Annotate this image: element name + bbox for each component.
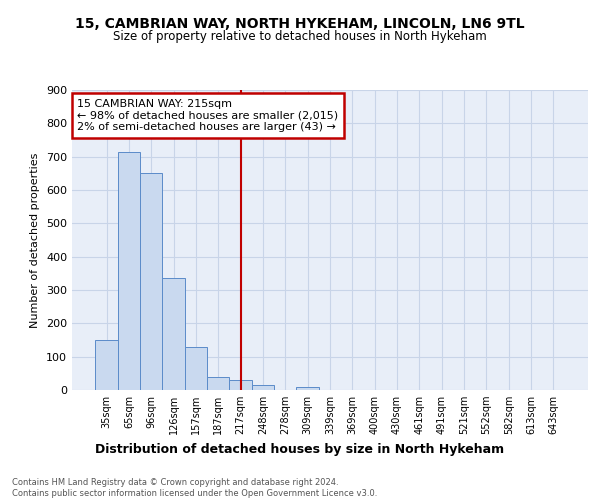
Text: Size of property relative to detached houses in North Hykeham: Size of property relative to detached ho…: [113, 30, 487, 43]
Text: Distribution of detached houses by size in North Hykeham: Distribution of detached houses by size …: [95, 442, 505, 456]
Text: 15 CAMBRIAN WAY: 215sqm
← 98% of detached houses are smaller (2,015)
2% of semi-: 15 CAMBRIAN WAY: 215sqm ← 98% of detache…: [77, 99, 338, 132]
Y-axis label: Number of detached properties: Number of detached properties: [31, 152, 40, 328]
Text: 15, CAMBRIAN WAY, NORTH HYKEHAM, LINCOLN, LN6 9TL: 15, CAMBRIAN WAY, NORTH HYKEHAM, LINCOLN…: [75, 18, 525, 32]
Bar: [163, 278, 185, 390]
Bar: [296, 386, 319, 390]
Bar: [229, 380, 252, 390]
Bar: [252, 385, 274, 390]
Bar: [95, 340, 118, 390]
Bar: [207, 376, 229, 390]
Bar: [118, 152, 140, 390]
Bar: [140, 174, 163, 390]
Bar: [185, 346, 207, 390]
Text: Contains HM Land Registry data © Crown copyright and database right 2024.
Contai: Contains HM Land Registry data © Crown c…: [12, 478, 377, 498]
